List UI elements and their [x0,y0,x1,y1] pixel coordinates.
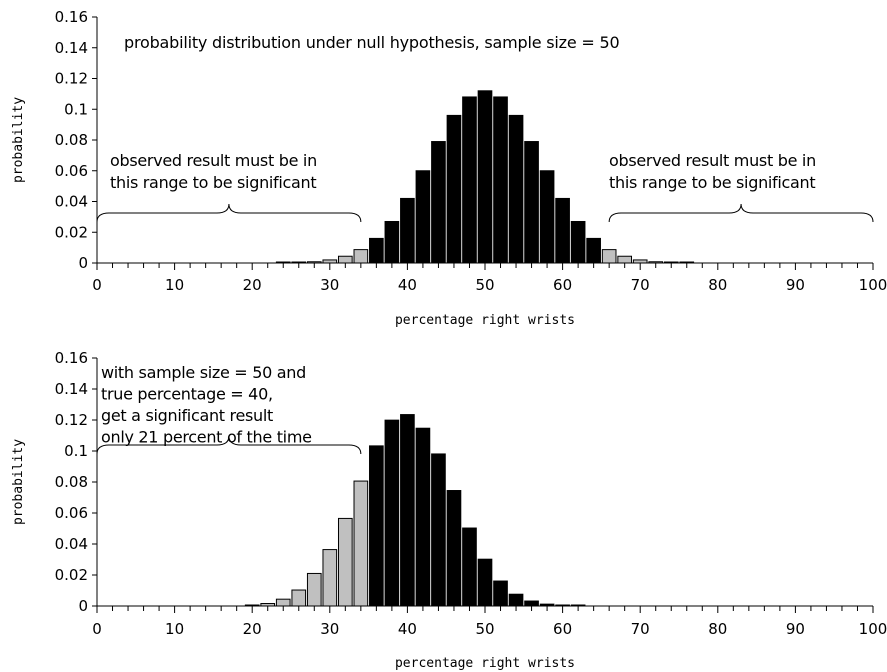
x-tick-label: 50 [475,620,494,638]
x-tick-label: 60 [553,276,572,294]
y-tick-label: 0.08 [55,131,88,149]
bar [384,220,400,264]
range-brace [96,435,362,455]
annotation-line: only 21 percent of the time [101,428,312,447]
bar [493,96,508,264]
bar [524,600,539,607]
bar [431,453,446,607]
y-tick-label: 0.16 [55,8,88,26]
bar [586,237,601,264]
bar [275,598,291,607]
bar [462,527,477,607]
bar [400,197,415,264]
y-tick-label: 0 [78,597,88,615]
annotation: observed result must be in this range to … [608,151,874,223]
annotation-line: this range to be significant [609,173,815,192]
y-tick-label: 0.06 [55,162,88,180]
bar [477,558,493,607]
y-tick-label: 0.04 [55,193,88,211]
bar [322,549,338,607]
y-tick-label: 0.04 [55,535,88,553]
bar [601,249,617,264]
range-brace [608,203,874,223]
x-tick-label: 100 [859,620,887,638]
x-tick-label: 10 [165,276,184,294]
y-tick-label: 0.06 [55,504,88,522]
y-tick-label: 0.14 [55,380,88,398]
annotation-line: true percentage = 40, [101,385,273,404]
bar [462,96,477,264]
x-tick-label: 70 [631,620,650,638]
x-tick-label: 20 [243,620,262,638]
bar [337,517,353,607]
y-tick-label: 0 [78,254,88,272]
x-tick-label: 40 [398,276,417,294]
x-tick-label: 30 [320,276,339,294]
bar [291,589,307,607]
bar [415,427,431,607]
range-brace [96,203,362,223]
bar [353,249,369,264]
x-tick-label: 70 [631,276,650,294]
y-tick-label: 0.1 [64,442,88,460]
y-axis-title: probability [11,439,26,525]
x-tick-label: 90 [786,276,805,294]
y-tick-label: 0.12 [55,411,88,429]
bar [369,445,384,607]
bar [570,220,586,264]
y-tick-label: 0.08 [55,473,88,491]
bar [400,414,415,607]
x-tick-label: 50 [475,276,494,294]
bar [524,141,539,264]
annotation: observed result must be in this range to … [96,151,362,223]
bar [446,114,462,264]
bar [431,141,446,264]
x-tick-label: 90 [786,620,805,638]
x-tick-label: 0 [92,620,102,638]
annotation-line: with sample size = 50 and [101,363,306,382]
bar [539,170,555,264]
annotation-line: this range to be significant [110,173,316,192]
x-axis-title: percentage right wrists [395,313,575,328]
x-tick-label: 0 [92,276,102,294]
annotation-line: observed result must be in [609,151,816,170]
x-tick-label: 30 [320,620,339,638]
x-tick-label: 60 [553,620,572,638]
chart-panel-1: 0 0.02 0.04 0.06 0.08 0.1 0.12 0.14 0.16 0 10 20 30 4… [11,8,887,328]
bar [508,593,524,607]
bar [493,580,508,607]
y-tick-label: 0.02 [55,223,88,241]
annotation: with sample size = 50 and true percentage… [96,363,362,455]
annotation-line: get a significant result [101,406,273,425]
x-tick-label: 100 [859,276,887,294]
chart-panel-2: 0 0.02 0.04 0.06 0.08 0.1 0.12 0.14 0.16 0 10 20 30 4… [11,349,887,671]
y-tick-label: 0.1 [64,100,88,118]
bar [384,419,400,607]
y-tick-label: 0.02 [55,566,88,584]
chart-title: probability distribution under null hypo… [124,33,619,52]
y-tick-label: 0.12 [55,70,88,88]
bar [353,480,369,607]
bar [415,170,431,264]
y-tick-label: 0.16 [55,349,88,367]
bar [555,197,570,264]
annotation-line: observed result must be in [110,151,317,170]
x-tick-label: 80 [708,276,727,294]
x-tick-label: 20 [243,276,262,294]
bar [306,572,322,607]
x-tick-label: 10 [165,620,184,638]
x-tick-label: 40 [398,620,417,638]
y-tick-label: 0.14 [55,39,88,57]
x-tick-label: 80 [708,620,727,638]
bar [477,90,493,264]
bar [369,237,384,264]
bar [446,490,462,607]
bar [337,255,353,264]
y-axis-title: probability [11,97,26,183]
bar [617,255,633,264]
bar [508,114,524,264]
x-axis-title: percentage right wrists [395,656,575,671]
